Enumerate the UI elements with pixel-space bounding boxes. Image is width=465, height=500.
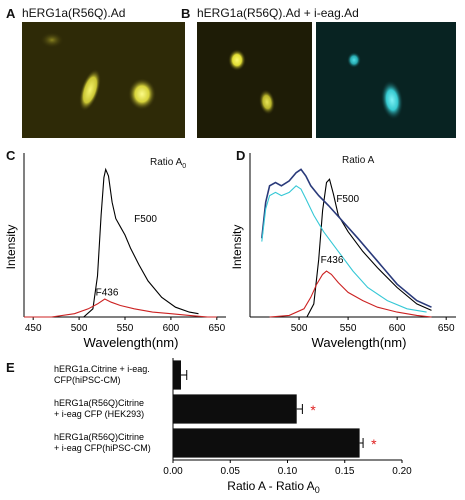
series-line-trace-1 bbox=[261, 168, 432, 308]
x-axis-label: Wavelength(nm) bbox=[84, 335, 179, 350]
panel-letter-c: C bbox=[6, 148, 16, 163]
x-axis-label: Ratio A - Ratio A0 bbox=[227, 479, 319, 495]
panel-a-title: hERG1a(R56Q).Ad bbox=[22, 6, 126, 20]
series-line-f436 bbox=[269, 270, 432, 318]
x-tick-label: 550 bbox=[117, 323, 134, 334]
category-label: hERG1a.Citrine + i-eag. bbox=[54, 364, 150, 374]
panel-letter-d: D bbox=[236, 148, 246, 163]
y-axis-label: Intensity bbox=[230, 225, 244, 270]
x-tick-label: 0.05 bbox=[221, 466, 241, 477]
category-label: + i-eag CFP(hiPSC-CM) bbox=[54, 443, 151, 453]
x-tick-label: 600 bbox=[163, 323, 180, 334]
category-label: + i-eag CFP (HEK293) bbox=[54, 409, 144, 419]
panel-letter-e: E bbox=[6, 360, 15, 375]
panel-letter-a: A bbox=[6, 6, 16, 21]
series-label-f500: F500 bbox=[134, 214, 157, 225]
category-label: hERG1a(R56Q)Citrine bbox=[54, 398, 144, 408]
category-label: CFP(hiPSC-CM) bbox=[54, 375, 121, 385]
x-tick-label: 550 bbox=[340, 323, 357, 334]
spectrum-chart-c: 450 500 550 600 650 Wavelength(nm) Intensity Ra… bbox=[4, 153, 226, 350]
micrograph-a-svg bbox=[22, 22, 185, 138]
panel-letter-b: B bbox=[181, 6, 191, 21]
significance-star: * bbox=[371, 436, 377, 452]
chart-title: Ratio A bbox=[342, 155, 375, 166]
x-tick-label: 500 bbox=[291, 323, 308, 334]
series-line-f500 bbox=[83, 167, 199, 318]
significance-star: * bbox=[310, 402, 316, 418]
category-label: hERG1a(R56Q)Citrine bbox=[54, 432, 144, 442]
x-axis-label: Wavelength(nm) bbox=[312, 335, 407, 350]
x-tick-label: 0.20 bbox=[392, 466, 412, 477]
fluorescent-cell bbox=[347, 52, 361, 68]
fluorescent-cell bbox=[258, 89, 276, 115]
fluorescent-cell bbox=[228, 49, 246, 71]
x-tick-label: 0.00 bbox=[163, 466, 183, 477]
bar-2 bbox=[173, 428, 360, 458]
bar-chart-e: hERG1a.Citrine + i-eag.CFP(hiPSC-CM) * hER… bbox=[54, 358, 412, 495]
fluorescent-cell bbox=[128, 78, 156, 110]
bar-1 bbox=[173, 394, 297, 424]
series-line-trace-2 bbox=[261, 185, 427, 313]
x-tick-label: 450 bbox=[25, 323, 42, 334]
series-label-f436: F436 bbox=[96, 288, 119, 299]
x-tick-label: 500 bbox=[71, 323, 88, 334]
series-label-f500: F500 bbox=[336, 194, 359, 205]
micrograph-b-citrine bbox=[197, 22, 312, 138]
micrograph-b-cfp bbox=[316, 22, 456, 138]
y-axis-label: Intensity bbox=[4, 225, 18, 270]
x-tick-label: 0.10 bbox=[278, 466, 298, 477]
spectrum-chart-d: 500 550 600 650 Wavelength(nm) Intensity Ratio… bbox=[230, 153, 456, 350]
chart-title: Ratio A0 bbox=[150, 157, 186, 170]
fluorescent-cell bbox=[380, 80, 404, 120]
series-line-f500 bbox=[306, 178, 432, 318]
series-label-f436: F436 bbox=[321, 255, 344, 266]
series-line-f436 bbox=[24, 298, 217, 318]
micrograph-a bbox=[22, 22, 185, 138]
panel-b-title: hERG1a(R56Q).Ad + i-eag.Ad bbox=[197, 6, 359, 20]
bar-0 bbox=[173, 360, 181, 390]
x-tick-label: 0.15 bbox=[335, 466, 355, 477]
x-tick-label: 600 bbox=[389, 323, 406, 334]
x-tick-label: 650 bbox=[438, 323, 455, 334]
fluorescent-cell bbox=[79, 68, 101, 112]
x-tick-label: 650 bbox=[208, 323, 225, 334]
